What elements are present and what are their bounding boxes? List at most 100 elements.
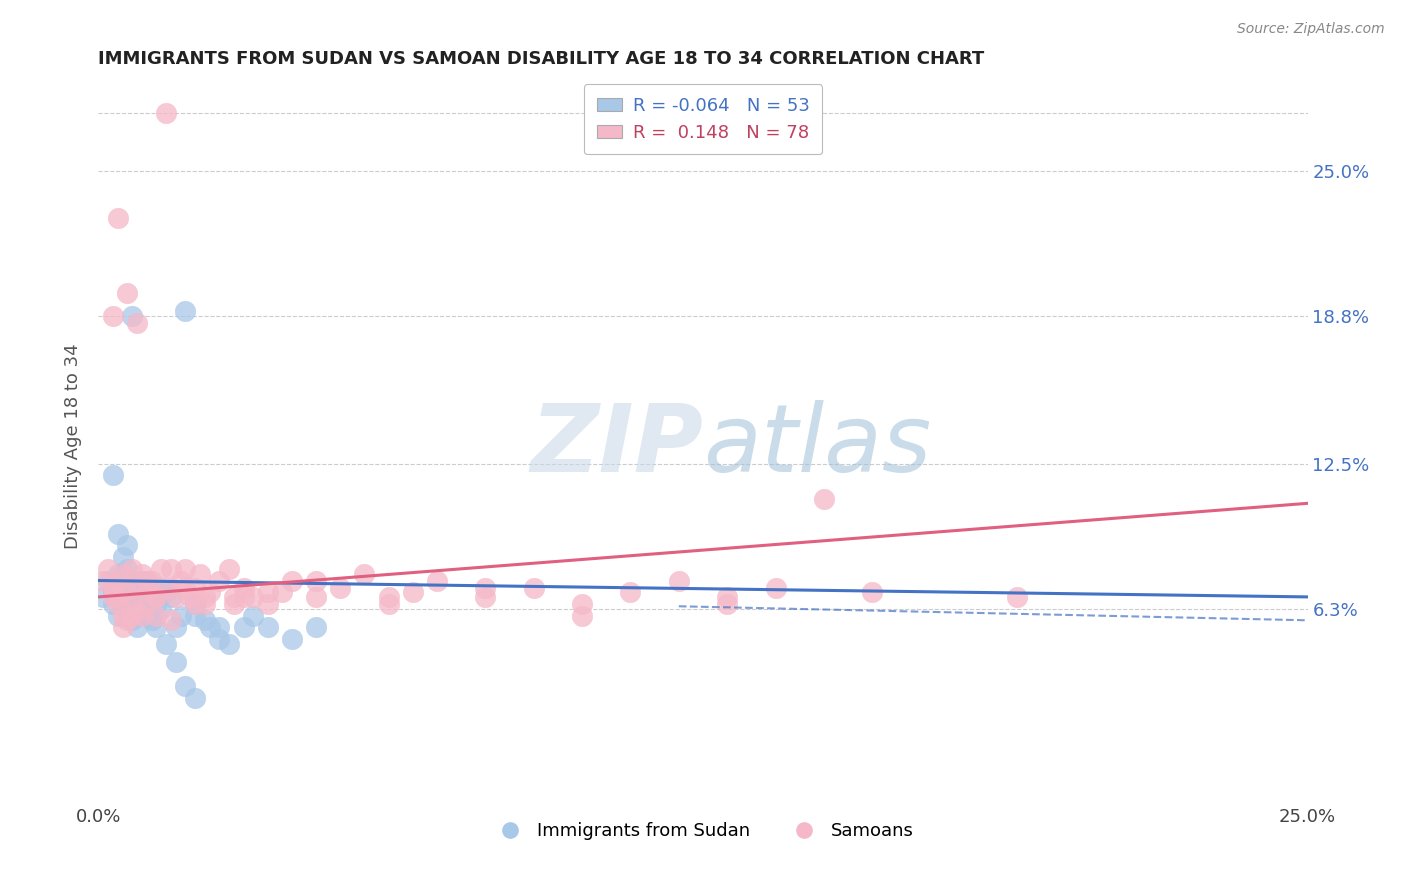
- Point: [135, 608, 157, 623]
- Point: [127, 590, 149, 604]
- Point: [353, 566, 375, 581]
- Point: [111, 566, 134, 581]
- Point: [184, 597, 207, 611]
- Point: [208, 620, 231, 634]
- Point: [188, 566, 211, 581]
- Point: [165, 656, 187, 670]
- Point: [208, 632, 231, 646]
- Point: [145, 590, 167, 604]
- Point: [117, 585, 139, 599]
- Point: [131, 597, 153, 611]
- Point: [131, 585, 153, 599]
- Point: [271, 585, 294, 599]
- Point: [198, 585, 221, 599]
- Point: [111, 550, 134, 565]
- Point: [101, 590, 124, 604]
- Point: [135, 574, 157, 588]
- Point: [305, 590, 328, 604]
- Point: [160, 562, 183, 576]
- Point: [135, 585, 157, 599]
- Point: [218, 562, 240, 576]
- Point: [131, 608, 153, 623]
- Point: [117, 601, 139, 615]
- Point: [184, 597, 207, 611]
- Point: [131, 566, 153, 581]
- Point: [523, 581, 546, 595]
- Point: [571, 597, 593, 611]
- Point: [111, 620, 134, 634]
- Point: [281, 632, 304, 646]
- Point: [135, 574, 157, 588]
- Point: [107, 590, 129, 604]
- Point: [145, 608, 167, 623]
- Point: [668, 574, 690, 588]
- Point: [716, 597, 738, 611]
- Point: [377, 597, 399, 611]
- Point: [101, 581, 124, 595]
- Point: [813, 491, 835, 506]
- Point: [174, 304, 197, 318]
- Point: [256, 597, 278, 611]
- Point: [184, 581, 207, 595]
- Point: [101, 468, 124, 483]
- Point: [117, 538, 139, 552]
- Point: [1007, 590, 1029, 604]
- Point: [174, 679, 197, 693]
- Point: [169, 608, 191, 623]
- Point: [474, 590, 496, 604]
- Point: [121, 562, 143, 576]
- Point: [150, 581, 173, 595]
- Point: [198, 620, 221, 634]
- Point: [91, 590, 114, 604]
- Point: [127, 581, 149, 595]
- Point: [208, 574, 231, 588]
- Point: [135, 597, 157, 611]
- Point: [218, 637, 240, 651]
- Point: [150, 601, 173, 615]
- Point: [232, 620, 254, 634]
- Point: [131, 574, 153, 588]
- Point: [194, 597, 217, 611]
- Point: [194, 590, 217, 604]
- Point: [141, 613, 163, 627]
- Point: [145, 590, 167, 604]
- Point: [242, 590, 264, 604]
- Point: [160, 613, 183, 627]
- Point: [619, 585, 641, 599]
- Point: [860, 585, 883, 599]
- Point: [111, 608, 134, 623]
- Point: [155, 585, 177, 599]
- Point: [145, 620, 167, 634]
- Point: [121, 309, 143, 323]
- Point: [121, 608, 143, 623]
- Point: [305, 574, 328, 588]
- Point: [111, 597, 134, 611]
- Point: [117, 285, 139, 300]
- Point: [141, 574, 163, 588]
- Point: [222, 597, 245, 611]
- Point: [305, 620, 328, 634]
- Point: [107, 574, 129, 588]
- Point: [91, 574, 114, 588]
- Point: [571, 608, 593, 623]
- Point: [107, 566, 129, 581]
- Point: [121, 613, 143, 627]
- Point: [160, 581, 183, 595]
- Point: [179, 590, 201, 604]
- Point: [765, 581, 787, 595]
- Point: [117, 613, 139, 627]
- Point: [121, 597, 143, 611]
- Y-axis label: Disability Age 18 to 34: Disability Age 18 to 34: [63, 343, 82, 549]
- Point: [150, 562, 173, 576]
- Point: [107, 211, 129, 225]
- Point: [426, 574, 449, 588]
- Point: [474, 581, 496, 595]
- Text: Source: ZipAtlas.com: Source: ZipAtlas.com: [1237, 22, 1385, 37]
- Point: [155, 105, 177, 120]
- Point: [107, 608, 129, 623]
- Point: [232, 590, 254, 604]
- Point: [184, 608, 207, 623]
- Point: [402, 585, 425, 599]
- Point: [222, 590, 245, 604]
- Point: [107, 526, 129, 541]
